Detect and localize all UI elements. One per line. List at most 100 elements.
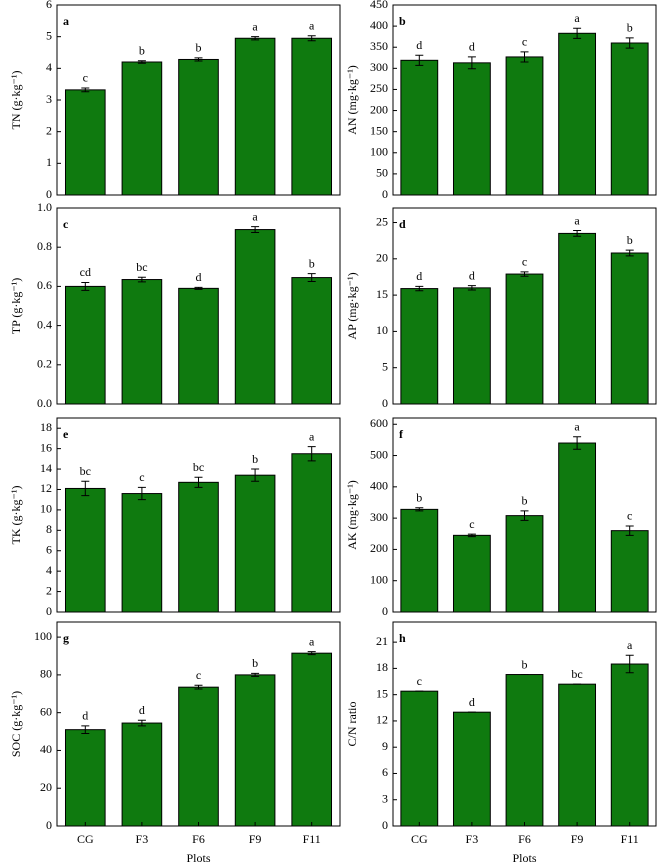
significance-letter: a	[627, 638, 633, 652]
error-bar	[467, 533, 476, 538]
error-bar	[194, 286, 203, 290]
x-tick-label: F6	[192, 832, 205, 846]
x-tick-label: F9	[571, 832, 584, 846]
error-bar	[415, 54, 424, 66]
significance-letter: b	[309, 256, 315, 270]
y-tick-label: 0.4	[37, 317, 52, 331]
x-axis-label: Plots	[186, 851, 210, 862]
bar	[558, 683, 597, 827]
x-tick-label: F3	[136, 832, 149, 846]
significance-letter: d	[469, 695, 475, 709]
y-tick-label: 300	[370, 60, 388, 74]
y-tick-label: 600	[370, 416, 388, 430]
significance-letter: b	[252, 656, 258, 670]
y-tick-label: 60	[40, 704, 52, 718]
panel-label: g	[63, 631, 69, 645]
bar	[178, 58, 219, 196]
significance-letter: b	[522, 657, 528, 671]
bar	[505, 674, 544, 827]
bar	[400, 59, 439, 196]
bar	[452, 287, 491, 405]
plot-frame	[392, 4, 657, 196]
y-tick-label: 6	[46, 0, 52, 11]
plot-frame	[392, 417, 657, 613]
y-axis-label: AP (mg·kg⁻¹)	[345, 272, 359, 339]
bar	[64, 487, 106, 613]
x-tick-label: F6	[518, 832, 531, 846]
bar	[121, 279, 163, 405]
significance-letter: a	[574, 213, 580, 227]
error-bar	[467, 56, 476, 70]
plot-frame	[392, 207, 657, 405]
significance-letter: bc	[80, 464, 91, 478]
y-tick-label: 3	[382, 791, 388, 805]
significance-letter: bc	[193, 460, 204, 474]
error-bar	[307, 35, 316, 42]
error-bar	[307, 446, 316, 462]
y-tick-label: 6	[46, 542, 52, 556]
y-tick-label: 20	[376, 251, 388, 265]
y-tick-label: 4	[46, 563, 52, 577]
bar	[121, 61, 163, 196]
bar	[452, 711, 491, 827]
x-tick-label: F3	[466, 832, 479, 846]
significance-letter: a	[309, 634, 315, 648]
y-tick-label: 0	[382, 604, 388, 618]
y-tick-label: 150	[370, 123, 388, 137]
bar	[452, 534, 491, 613]
y-tick-label: 0	[46, 818, 52, 832]
y-tick-label: 450	[370, 0, 388, 11]
significance-letter: bc	[571, 667, 582, 681]
bar	[178, 686, 219, 827]
significance-letter: bc	[136, 260, 147, 274]
error-bar	[520, 271, 529, 277]
x-tick-label: F9	[249, 832, 262, 846]
y-tick-label: 12	[376, 713, 388, 727]
y-tick-label: 0.0	[37, 396, 52, 410]
error-bar	[81, 87, 90, 93]
significance-letter: a	[574, 11, 580, 25]
y-tick-label: 5	[382, 359, 388, 373]
significance-letter: a	[252, 209, 258, 223]
panel-label: h	[399, 631, 406, 645]
error-bar	[415, 285, 424, 292]
significance-letter: a	[252, 19, 258, 33]
y-axis-label: AK (mg·kg⁻¹)	[345, 480, 359, 550]
bar	[234, 474, 276, 613]
y-tick-label: 25	[376, 214, 388, 228]
error-bar	[251, 36, 260, 41]
y-tick-label: 250	[370, 81, 388, 95]
y-tick-label: 0.8	[37, 239, 52, 253]
y-tick-label: 500	[370, 447, 388, 461]
significance-letter: d	[469, 268, 475, 282]
error-bar	[81, 480, 90, 497]
error-bar	[137, 719, 146, 727]
bar	[178, 287, 219, 405]
bar	[452, 62, 491, 196]
bar	[558, 442, 597, 613]
plot-frame	[56, 621, 341, 827]
error-bar	[520, 51, 529, 63]
y-tick-label: 400	[370, 18, 388, 32]
error-bar	[625, 249, 634, 257]
error-bar	[467, 285, 476, 291]
bar	[558, 32, 597, 196]
y-axis-label: C/N ratio	[345, 702, 359, 747]
significance-letter: a	[574, 420, 580, 434]
significance-letter: b	[522, 494, 528, 508]
error-bar	[625, 525, 634, 536]
error-bar	[81, 725, 90, 734]
y-tick-label: 15	[376, 686, 388, 700]
error-bar	[194, 476, 203, 488]
x-axis-label: Plots	[512, 851, 536, 862]
significance-letter: b	[416, 491, 422, 505]
panel-label: a	[63, 14, 69, 28]
bar	[234, 37, 276, 196]
y-tick-label: 400	[370, 479, 388, 493]
significance-letter: d	[196, 270, 202, 284]
panel-label: d	[399, 217, 406, 231]
bar	[400, 508, 439, 613]
significance-letter: b	[139, 43, 145, 57]
significance-letter: c	[522, 255, 527, 269]
